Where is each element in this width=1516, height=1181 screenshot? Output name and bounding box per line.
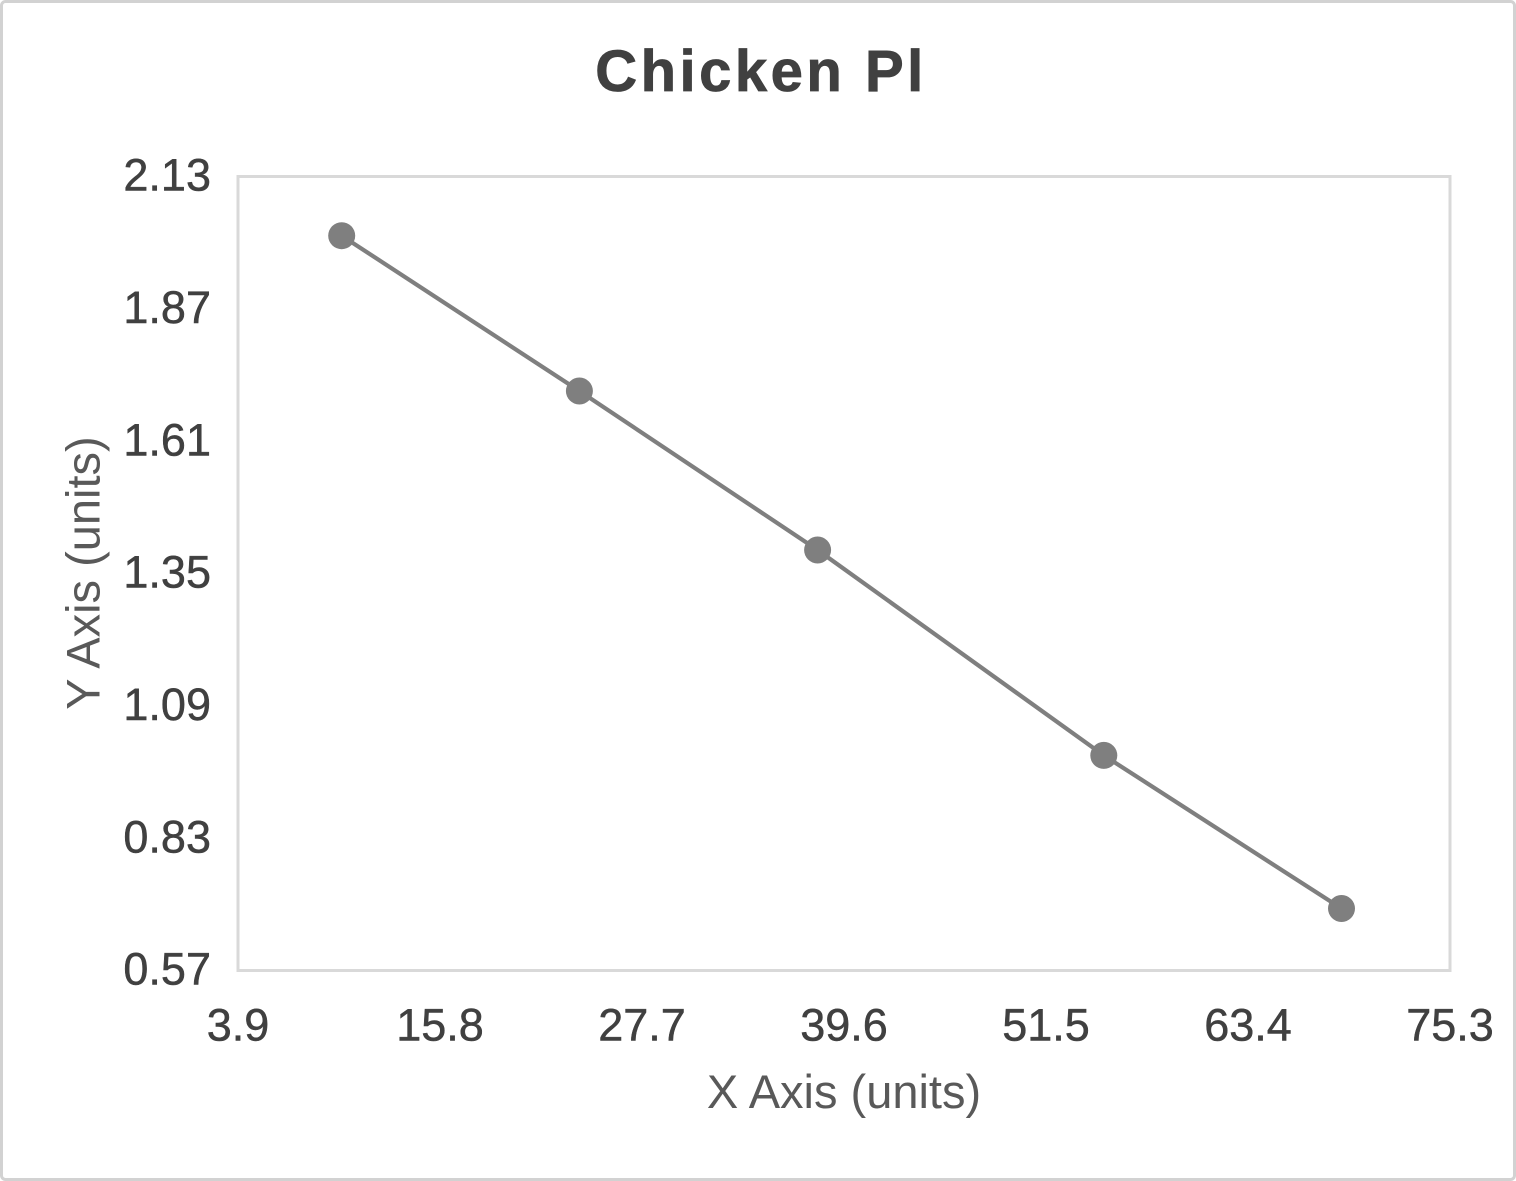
svg-text:3.9: 3.9 <box>207 999 270 1050</box>
svg-text:15.8: 15.8 <box>396 999 484 1050</box>
svg-text:27.7: 27.7 <box>598 999 686 1050</box>
svg-text:63.4: 63.4 <box>1204 999 1292 1050</box>
svg-text:0.83: 0.83 <box>123 811 211 862</box>
svg-text:Y Axis (units): Y Axis (units) <box>56 436 109 709</box>
svg-text:1.87: 1.87 <box>123 282 211 333</box>
svg-text:2.13: 2.13 <box>123 150 211 201</box>
svg-text:1.35: 1.35 <box>123 547 211 598</box>
svg-text:51.5: 51.5 <box>1002 999 1090 1050</box>
svg-text:1.61: 1.61 <box>123 414 211 465</box>
svg-text:Chicken Pl: Chicken Pl <box>595 39 927 104</box>
svg-text:0.57: 0.57 <box>123 944 211 995</box>
svg-text:75.3: 75.3 <box>1406 999 1494 1050</box>
svg-text:1.09: 1.09 <box>123 679 211 730</box>
svg-text:X Axis (units): X Axis (units) <box>707 1065 981 1118</box>
svg-text:39.6: 39.6 <box>800 999 888 1050</box>
